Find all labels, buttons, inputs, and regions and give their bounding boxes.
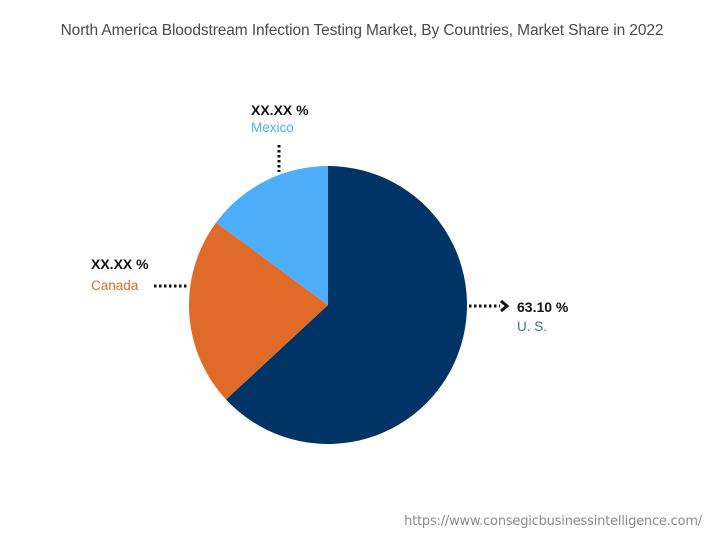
chart-title: North America Bloodstream Infection Test… (60, 22, 664, 39)
mexico-value: XX.XX % (251, 102, 309, 118)
pie-slice-mexico (216, 166, 328, 305)
canada-value: XX.XX % (91, 256, 149, 272)
pie-slices (189, 166, 467, 444)
us-arrow-icon (500, 299, 510, 313)
us-label: 63.10 % U. S. (517, 298, 568, 336)
canada-label: XX.XX % Canada (91, 255, 149, 295)
source-url: https://www.consegicbusinessintelligence… (404, 514, 702, 529)
mexico-name: Mexico (251, 120, 294, 135)
canada-name: Canada (91, 278, 139, 293)
pie-slice-us (226, 166, 467, 444)
us-value: 63.10 % (517, 299, 569, 315)
mexico-label: XX.XX % Mexico (251, 101, 309, 137)
pie-slice-canada (189, 222, 328, 400)
us-name: U. S. (517, 319, 548, 334)
